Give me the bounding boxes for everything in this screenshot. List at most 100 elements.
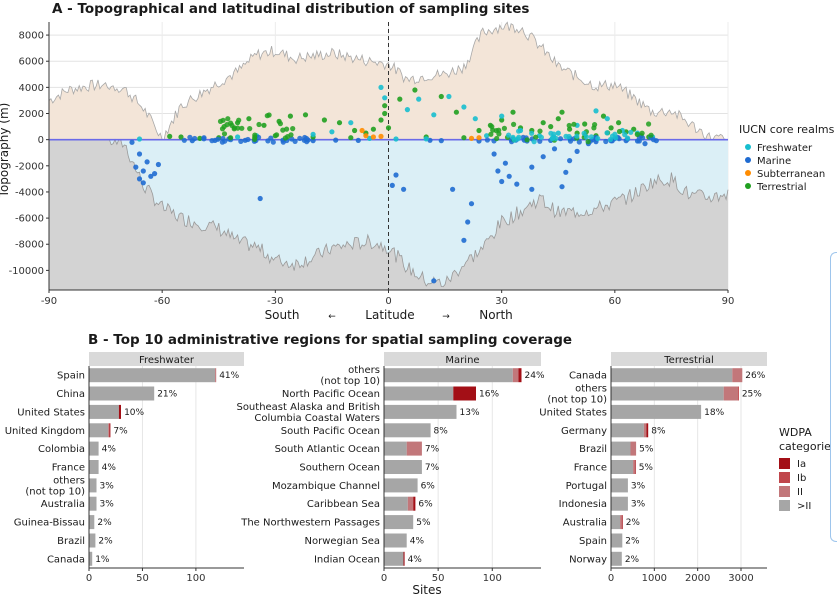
south-label: South	[265, 308, 300, 322]
point-freshwater	[499, 113, 505, 119]
facet-xtick-label: 3000	[728, 573, 753, 584]
point-terrestrial	[510, 109, 516, 115]
point-terrestrial	[382, 110, 388, 117]
point-marine	[389, 182, 395, 188]
point-marine	[499, 178, 505, 185]
facet-strip-label: Terrestrial	[663, 355, 713, 366]
point-freshwater	[404, 107, 410, 113]
point-freshwater	[506, 132, 512, 138]
category-label-line: Southeast Alaska and British	[236, 402, 380, 413]
point-marine	[559, 184, 565, 190]
bar-segment-gtii	[89, 515, 95, 530]
point-marine	[289, 136, 295, 142]
legend-dot-subterranean	[745, 170, 751, 176]
point-terrestrial	[571, 121, 577, 127]
panel-a-xtick-label: -30	[267, 296, 283, 307]
bar-percent-label: 8%	[434, 426, 449, 436]
bar-segment-ii	[215, 368, 217, 383]
panel-a-xtick-label: 30	[495, 296, 508, 307]
point-terrestrial	[221, 131, 228, 137]
bar-segment-gtii	[384, 441, 407, 456]
bar-percent-label: 7%	[425, 445, 440, 455]
point-terrestrial	[287, 113, 293, 119]
bar-percent-label: 3%	[631, 481, 646, 491]
bar-segment-gtii	[611, 460, 634, 474]
point-terrestrial	[397, 96, 403, 102]
bar-segment-gtii	[384, 368, 513, 383]
point-terrestrial	[277, 121, 283, 127]
point-marine	[537, 138, 543, 144]
bar-segment-ia	[634, 460, 636, 474]
point-marine	[140, 168, 146, 174]
point-terrestrial	[499, 117, 505, 123]
point-subterranean	[363, 133, 369, 139]
point-freshwater	[310, 131, 316, 137]
panel-a-xtick-label: -90	[41, 296, 57, 307]
point-terrestrial	[616, 120, 622, 126]
category-label: Canada	[47, 554, 85, 565]
point-marine	[209, 138, 215, 144]
bar-segment-gtii	[611, 441, 631, 456]
bar-percent-label: 21%	[157, 390, 177, 400]
point-marine	[529, 186, 535, 192]
point-freshwater	[423, 136, 429, 142]
point-freshwater	[516, 134, 522, 140]
category-label: Colombia	[38, 444, 85, 455]
bar-percent-label: 3%	[99, 500, 114, 510]
facet-strip	[611, 352, 767, 366]
bar-percent-label: 6%	[421, 481, 436, 491]
point-terrestrial	[290, 126, 296, 132]
point-terrestrial	[555, 116, 561, 122]
point-freshwater	[136, 136, 143, 142]
side-panel-edge[interactable]	[830, 252, 837, 542]
point-subterranean	[476, 135, 482, 141]
point-freshwater	[378, 84, 384, 90]
bar-segment-ia	[453, 386, 476, 401]
point-terrestrial	[533, 134, 539, 140]
point-terrestrial	[239, 125, 245, 131]
point-terrestrial	[634, 131, 640, 137]
point-freshwater	[622, 132, 628, 138]
bar-percent-label: 2%	[98, 536, 113, 546]
facet-marine: Marine 24% others (not top 10) 16% North Paci…	[236, 352, 545, 584]
point-marine	[181, 137, 187, 143]
point-marine	[502, 160, 508, 166]
facet-xtick-label: 2000	[685, 573, 710, 584]
point-marine	[187, 134, 193, 140]
facet-strip-label: Marine	[445, 355, 479, 366]
point-terrestrial	[646, 121, 652, 127]
point-freshwater	[625, 135, 631, 141]
bar-percent-label: 2%	[625, 555, 640, 565]
point-terrestrial	[559, 109, 565, 115]
bar-segment-ia	[109, 423, 111, 438]
point-marine	[133, 164, 139, 170]
point-freshwater	[553, 135, 559, 141]
point-marine	[450, 186, 456, 192]
point-marine	[642, 141, 648, 147]
point-terrestrial	[252, 136, 258, 142]
facet-xtick-label: 100	[186, 573, 205, 584]
point-marine	[567, 138, 574, 144]
category-label: Australia	[563, 518, 607, 529]
point-marine	[148, 173, 154, 179]
bar-segment-ii	[643, 423, 647, 438]
point-marine	[484, 137, 490, 143]
legend-swatch-ib	[779, 472, 790, 483]
category-label-line: (not top 10)	[320, 376, 380, 387]
legend-label-freshwater: Freshwater	[757, 143, 813, 154]
point-terrestrial	[385, 125, 392, 131]
point-freshwater	[538, 134, 545, 140]
category-label: South Atlantic Ocean	[275, 444, 380, 455]
point-freshwater	[348, 120, 354, 126]
point-terrestrial	[225, 116, 231, 122]
point-marine	[431, 278, 437, 284]
category-label: Southern Ocean	[299, 463, 380, 474]
bar-segment-gtii	[611, 404, 702, 419]
bar-percent-label: 2%	[626, 518, 641, 528]
legend-title-wdpa-line1: WDPA	[779, 426, 812, 439]
bar-percent-label: 5%	[639, 463, 654, 473]
legend-title-realms: IUCN core realms	[739, 123, 835, 136]
bar-percent-label: 2%	[97, 518, 112, 528]
point-terrestrial	[524, 137, 530, 143]
